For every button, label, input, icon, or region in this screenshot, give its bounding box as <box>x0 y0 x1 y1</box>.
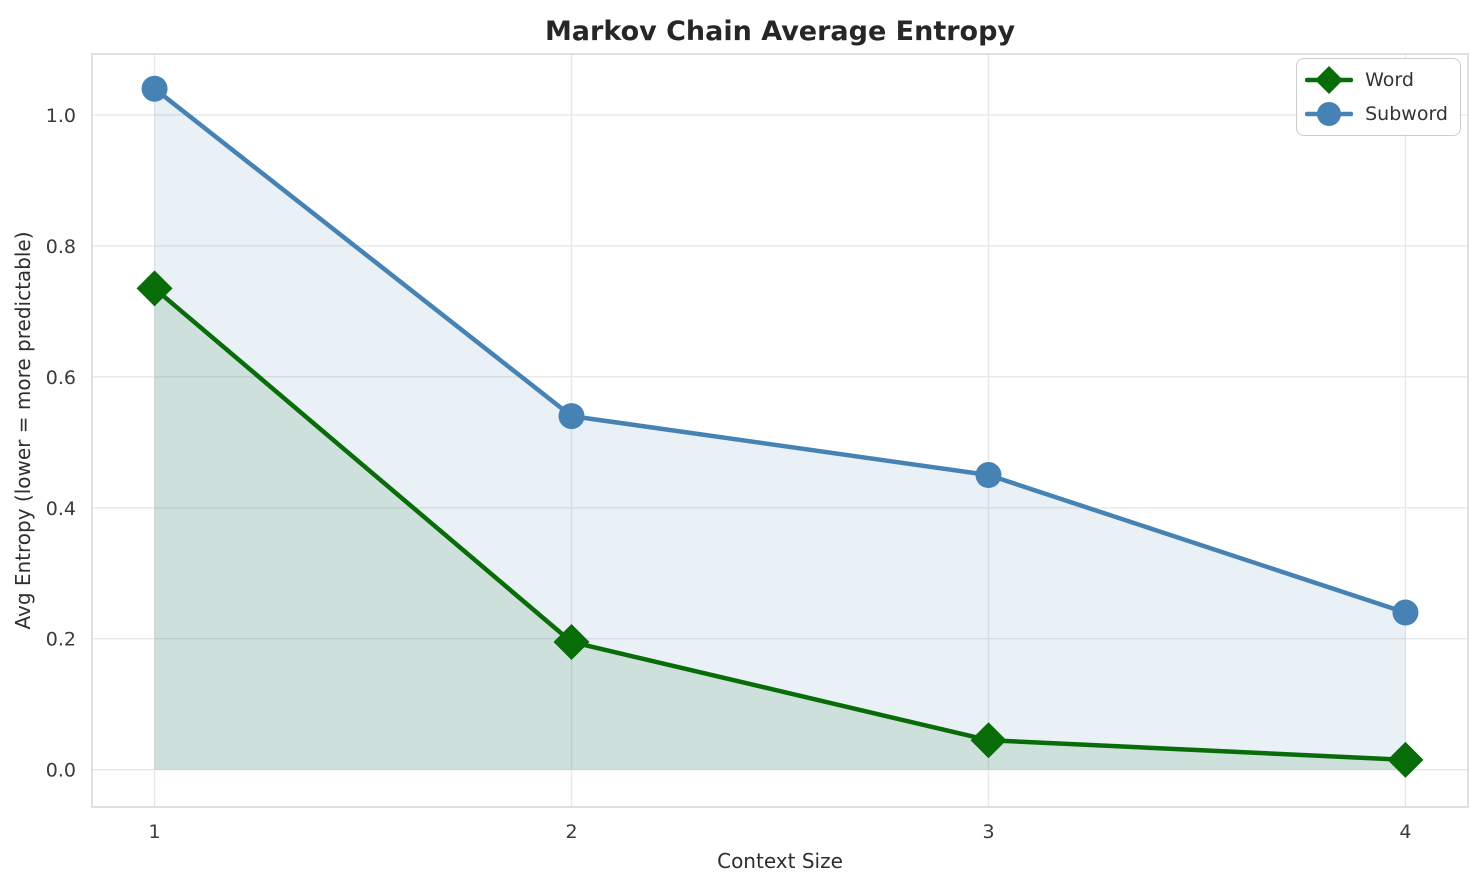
word-marker-x1 <box>136 270 173 307</box>
word-area-fill <box>154 288 1406 770</box>
x-axis-label: Context Size <box>717 849 843 873</box>
y-tick-label: 0.4 <box>46 498 76 520</box>
area-fills-layer <box>154 88 1406 770</box>
legend: Word Subword <box>1296 58 1461 136</box>
legend-item-word: Word <box>1305 64 1448 96</box>
word-line <box>152 286 1408 763</box>
x-tick-label: 2 <box>565 821 577 843</box>
plot-border <box>91 53 1469 808</box>
word-marker-x2 <box>553 623 590 660</box>
legend-item-subword: Subword <box>1305 98 1448 130</box>
y-tick-label: 0.8 <box>46 236 76 258</box>
subword-legend-marker <box>1317 102 1342 126</box>
y-axis-label: Avg Entropy (lower = more predictable) <box>11 231 35 629</box>
word-marker-x3 <box>970 722 1007 759</box>
y-tick-label: 0.2 <box>46 629 76 651</box>
subword-line <box>152 86 1408 615</box>
gridlines-layer <box>92 54 1468 807</box>
series-lines-layer <box>152 86 1408 763</box>
y-tick-label: 0.6 <box>46 367 76 389</box>
subword-marker-x1 <box>141 75 168 102</box>
word-marker-x4 <box>1387 741 1424 778</box>
markers-layer <box>136 75 1424 778</box>
subword-marker-x4 <box>1392 599 1419 626</box>
x-tick-label: 1 <box>148 821 160 843</box>
subword-marker-x2 <box>558 403 585 430</box>
subword-marker-x3 <box>975 462 1002 489</box>
tick-labels-layer: 1 2 3 4 0.0 0.2 0.4 0.6 0.8 1.0 <box>46 105 1412 843</box>
x-tick-label: 3 <box>982 821 994 843</box>
y-tick-label: 1.0 <box>46 105 76 127</box>
legend-label-subword: Subword <box>1365 102 1448 125</box>
subword-line-marker-sample <box>1305 102 1354 126</box>
legend-label-word: Word <box>1365 68 1414 91</box>
chart-title: Markov Chain Average Entropy <box>545 16 1016 47</box>
subword-area-fill <box>154 88 1406 770</box>
word-legend-marker <box>1315 66 1344 94</box>
y-tick-label: 0.0 <box>46 760 76 782</box>
word-line-marker-sample <box>1305 66 1354 94</box>
x-tick-label: 4 <box>1399 821 1411 843</box>
